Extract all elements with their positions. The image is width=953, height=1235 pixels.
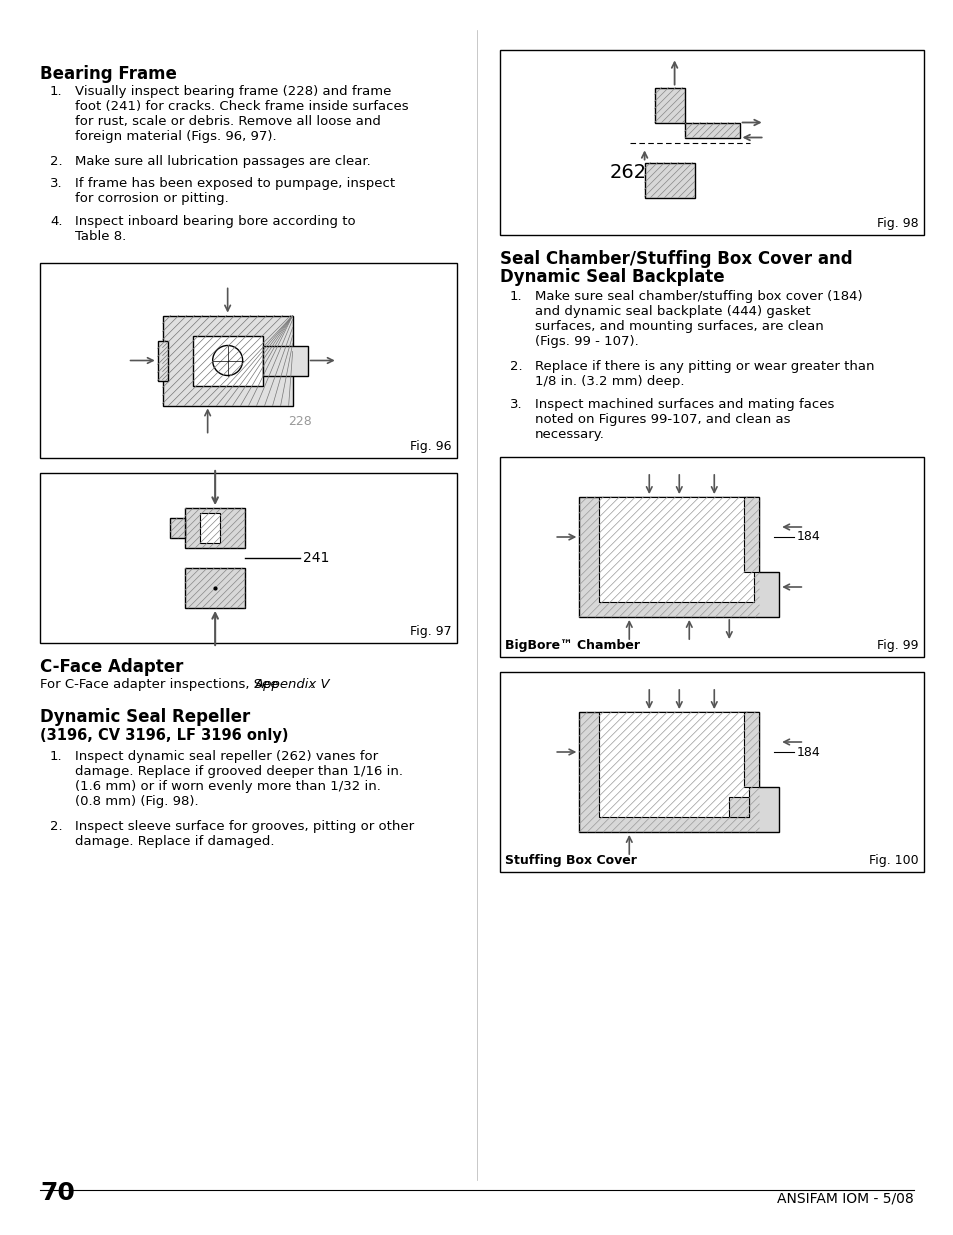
Bar [40,473,456,643]
Text: Fig. 96: Fig. 96 [410,440,452,453]
Text: Fig. 100: Fig. 100 [868,853,918,867]
Bar [598,713,748,818]
Text: 70: 70 [40,1181,74,1205]
Text: 2.: 2. [50,820,63,832]
Bar [170,517,185,538]
Text: 1.: 1. [510,290,522,303]
Text: Make sure seal chamber/stuffing box cover (184)
and dynamic seal backplate (444): Make sure seal chamber/stuffing box cove… [535,290,862,348]
Bar [499,672,923,872]
Text: For C-Face adapter inspections, See: For C-Face adapter inspections, See [40,678,283,692]
Text: 1.: 1. [50,85,63,98]
Text: Appendix V: Appendix V [254,678,331,692]
Text: Stuffing Box Cover: Stuffing Box Cover [504,853,637,867]
Text: .: . [310,678,314,692]
Text: Inspect dynamic seal repeller (262) vanes for
damage. Replace if grooved deeper : Inspect dynamic seal repeller (262) vane… [75,750,402,808]
Text: 2.: 2. [510,359,522,373]
Bar [499,49,923,235]
Text: ANSIFAM IOM - 5/08: ANSIFAM IOM - 5/08 [777,1191,913,1205]
Bar [743,496,759,572]
Text: Dynamic Seal Backplate: Dynamic Seal Backplate [499,268,724,287]
Text: (3196, CV 3196, LF 3196 only): (3196, CV 3196, LF 3196 only) [40,727,288,743]
Text: Inspect inboard bearing bore according to
Table 8.: Inspect inboard bearing bore according t… [75,215,355,243]
Text: Seal Chamber/Stuffing Box Cover and: Seal Chamber/Stuffing Box Cover and [499,249,852,268]
Text: Fig. 99: Fig. 99 [877,638,918,652]
Text: Replace if there is any pitting or wear greater than
1/8 in. (3.2 mm) deep.: Replace if there is any pitting or wear … [535,359,874,388]
Text: Make sure all lubrication passages are clear.: Make sure all lubrication passages are c… [75,156,371,168]
Bar [743,713,759,787]
Polygon shape [578,713,779,832]
Bar [162,315,293,405]
Bar [193,336,262,385]
Bar [157,341,168,380]
Bar [499,457,923,657]
Bar [200,513,220,543]
Bar [185,508,245,548]
Text: Inspect sleeve surface for grooves, pitting or other
damage. Replace if damaged.: Inspect sleeve surface for grooves, pitt… [75,820,414,848]
Bar [684,122,739,137]
Text: 2.: 2. [50,156,63,168]
Bar [262,346,307,375]
Text: Visually inspect bearing frame (228) and frame
foot (241) for cracks. Check fram: Visually inspect bearing frame (228) and… [75,85,408,143]
Bar [728,797,748,818]
Bar [185,568,245,608]
Text: 228: 228 [288,415,311,429]
Bar [654,88,684,122]
Text: 3.: 3. [510,398,522,411]
Text: Dynamic Seal Repeller: Dynamic Seal Repeller [40,708,250,726]
Text: If frame has been exposed to pumpage, inspect
for corrosion or pitting.: If frame has been exposed to pumpage, in… [75,177,395,205]
Text: 4.: 4. [50,215,63,228]
Text: Fig. 98: Fig. 98 [877,217,918,230]
Text: 262: 262 [609,163,646,182]
Text: Bearing Frame: Bearing Frame [40,65,176,83]
Text: 3.: 3. [50,177,63,190]
Bar [598,496,754,601]
Bar [40,263,456,458]
Text: BigBore™ Chamber: BigBore™ Chamber [504,638,639,652]
Text: 1.: 1. [50,750,63,763]
Polygon shape [578,496,779,618]
Text: C-Face Adapter: C-Face Adapter [40,658,183,676]
Text: 241: 241 [303,551,329,564]
Bar [644,163,694,198]
Text: Fig. 97: Fig. 97 [410,625,452,638]
Text: 184: 184 [796,531,820,543]
Text: 184: 184 [796,746,820,758]
Text: Inspect machined surfaces and mating faces
noted on Figures 99-107, and clean as: Inspect machined surfaces and mating fac… [535,398,834,441]
